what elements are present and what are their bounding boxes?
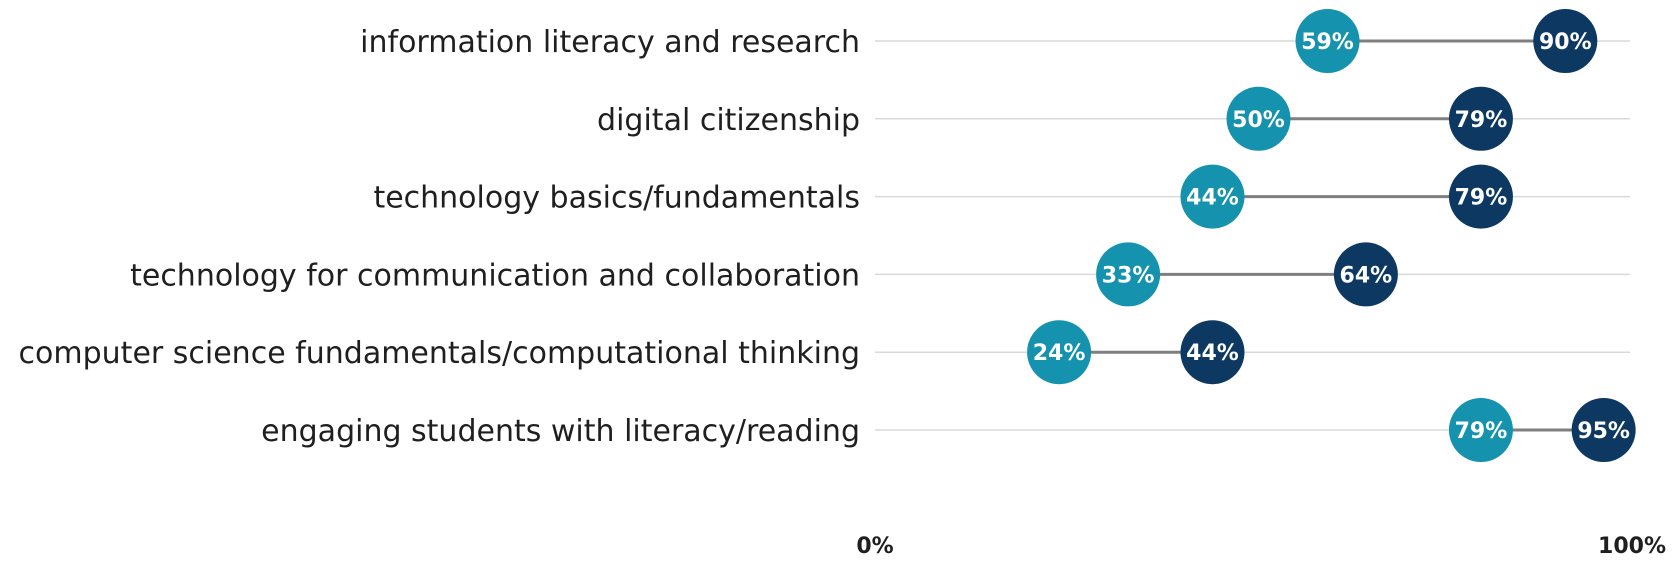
data-markers: 59% 90% 50% 79% 44% 79% 33% 64% 24% 44% 79% 95% xyxy=(1027,9,1636,462)
category-label: technology for communication and collabo… xyxy=(130,258,860,293)
series-1-point xyxy=(1180,164,1245,229)
series-1-point xyxy=(1295,9,1360,73)
series-1-point xyxy=(1027,320,1092,385)
data-label: 95% xyxy=(1577,419,1630,444)
series-2-point xyxy=(1333,242,1398,307)
data-label: 64% xyxy=(1340,263,1393,288)
category-label: computer science fundamentals/computatio… xyxy=(19,336,860,371)
connector-lines xyxy=(1059,39,1604,432)
category-label: digital citizenship xyxy=(597,103,860,138)
series-2-point xyxy=(1448,164,1513,229)
data-label: 24% xyxy=(1033,341,1086,366)
series-2-point xyxy=(1571,398,1636,462)
category-label: technology basics/fundamentals xyxy=(373,181,860,216)
series-2-point xyxy=(1533,9,1598,73)
data-label: 79% xyxy=(1455,108,1508,133)
series-2-point xyxy=(1180,320,1245,385)
category-labels: information literacy and research digital… xyxy=(19,25,860,449)
data-label: 79% xyxy=(1455,186,1508,211)
data-label: 33% xyxy=(1102,263,1155,288)
x-tick-label: 100% xyxy=(1598,534,1666,559)
data-label: 44% xyxy=(1186,341,1239,366)
series-1-point xyxy=(1448,398,1513,462)
category-label: engaging students with literacy/reading xyxy=(261,414,860,449)
x-axis: 0% 100% xyxy=(856,534,1666,559)
series-1-point xyxy=(1226,86,1291,151)
data-label: 44% xyxy=(1186,186,1239,211)
data-label: 59% xyxy=(1301,30,1354,55)
data-label: 79% xyxy=(1455,419,1508,444)
series-2-point xyxy=(1448,86,1513,151)
data-label: 50% xyxy=(1232,108,1285,133)
series-1-point xyxy=(1096,242,1161,307)
x-tick-label: 0% xyxy=(856,534,893,559)
data-label: 90% xyxy=(1539,30,1592,55)
category-label: information literacy and research xyxy=(360,25,860,60)
